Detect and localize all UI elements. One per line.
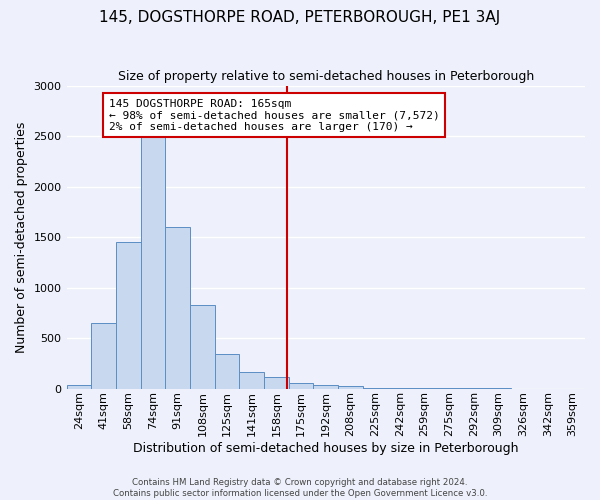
Bar	[338, 386, 363, 388]
Y-axis label: Number of semi-detached properties: Number of semi-detached properties	[15, 122, 28, 352]
Bar	[67, 385, 91, 388]
Bar	[289, 383, 313, 388]
Title: Size of property relative to semi-detached houses in Peterborough: Size of property relative to semi-detach…	[118, 70, 534, 83]
Text: Contains HM Land Registry data © Crown copyright and database right 2024.
Contai: Contains HM Land Registry data © Crown c…	[113, 478, 487, 498]
Bar	[239, 372, 264, 388]
Bar	[140, 136, 165, 388]
Bar	[215, 354, 239, 388]
Text: 145, DOGSTHORPE ROAD, PETERBOROUGH, PE1 3AJ: 145, DOGSTHORPE ROAD, PETERBOROUGH, PE1 …	[100, 10, 500, 25]
Text: 145 DOGSTHORPE ROAD: 165sqm
← 98% of semi-detached houses are smaller (7,572)
2%: 145 DOGSTHORPE ROAD: 165sqm ← 98% of sem…	[109, 98, 439, 132]
Bar	[116, 242, 140, 388]
Bar	[264, 378, 289, 388]
Bar	[165, 227, 190, 388]
Bar	[91, 323, 116, 388]
Bar	[313, 384, 338, 388]
Bar	[190, 304, 215, 388]
X-axis label: Distribution of semi-detached houses by size in Peterborough: Distribution of semi-detached houses by …	[133, 442, 518, 455]
